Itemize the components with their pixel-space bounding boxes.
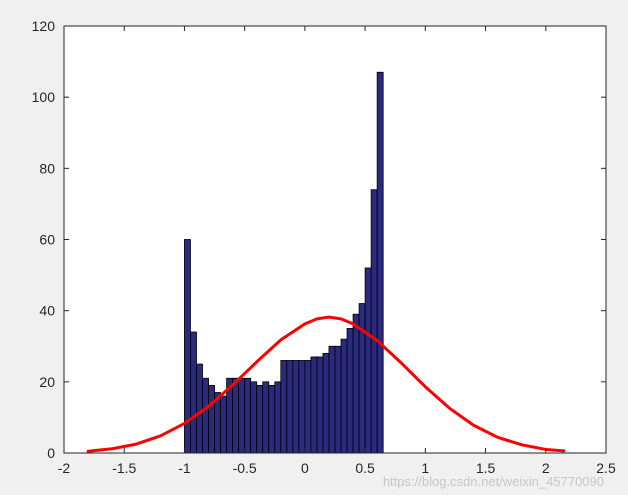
histogram-bar	[208, 384, 215, 454]
watermark-text: https://blog.csdn.net/weixin_45770090	[383, 474, 604, 489]
series-lines	[86, 315, 566, 453]
x-tick-label: -0.5	[233, 460, 257, 476]
histogram-bar	[346, 328, 354, 454]
histogram-bar	[202, 377, 209, 454]
histogram-bar	[238, 377, 246, 454]
histogram-bar	[232, 377, 240, 454]
histogram-bar	[310, 356, 318, 454]
histogram-bar	[370, 189, 378, 454]
y-tick-label: 60	[39, 232, 55, 248]
histogram-bar	[280, 360, 288, 454]
axis-tick-labels: -2 -1.5 -1 -0.5 0 0.5 1 1.5 2 2.5 0 20 40 60 80 100 120	[32, 18, 616, 476]
histogram-bar	[328, 345, 336, 454]
histogram-bar	[220, 395, 227, 454]
histogram-bars	[184, 71, 384, 454]
y-tick-label: 20	[39, 374, 55, 390]
histogram-bar	[334, 345, 342, 454]
x-tick-label: 2.5	[596, 460, 616, 476]
histogram-bar	[322, 352, 330, 454]
histogram-bar	[292, 360, 300, 454]
histogram-bar	[298, 360, 306, 454]
y-tick-label: 100	[32, 89, 56, 105]
x-tick-label: 0.5	[355, 460, 375, 476]
x-tick-label: 1	[421, 460, 429, 476]
histogram-bar	[340, 338, 348, 454]
x-tick-label: -1.5	[112, 460, 136, 476]
histogram-bar	[250, 381, 258, 454]
histogram-bar	[262, 381, 270, 454]
axis-ticks	[63, 25, 607, 454]
histogram-bar	[256, 384, 264, 454]
histogram-bar	[190, 331, 197, 454]
x-tick-label: 1.5	[476, 460, 496, 476]
y-tick-label: 80	[39, 160, 55, 176]
histogram-bar	[376, 71, 384, 454]
histogram-bar	[364, 267, 372, 454]
x-tick-label: 0	[301, 460, 309, 476]
histogram-bar	[244, 377, 252, 454]
x-tick-label: 2	[542, 460, 550, 476]
histogram-bar	[352, 313, 360, 454]
histogram-bar	[286, 360, 294, 454]
y-tick-label: 0	[47, 445, 55, 461]
histogram-bar	[274, 381, 282, 454]
histogram-bar	[196, 363, 203, 454]
series-line	[86, 315, 566, 453]
y-tick-label: 120	[32, 18, 56, 34]
x-tick-label: -2	[58, 460, 71, 476]
x-tick-label: -1	[178, 460, 191, 476]
histogram-bar	[316, 356, 324, 454]
histogram-bar	[304, 360, 312, 454]
y-tick-label: 40	[39, 303, 55, 319]
histogram-bar	[358, 303, 366, 454]
histogram-bar	[268, 384, 276, 454]
